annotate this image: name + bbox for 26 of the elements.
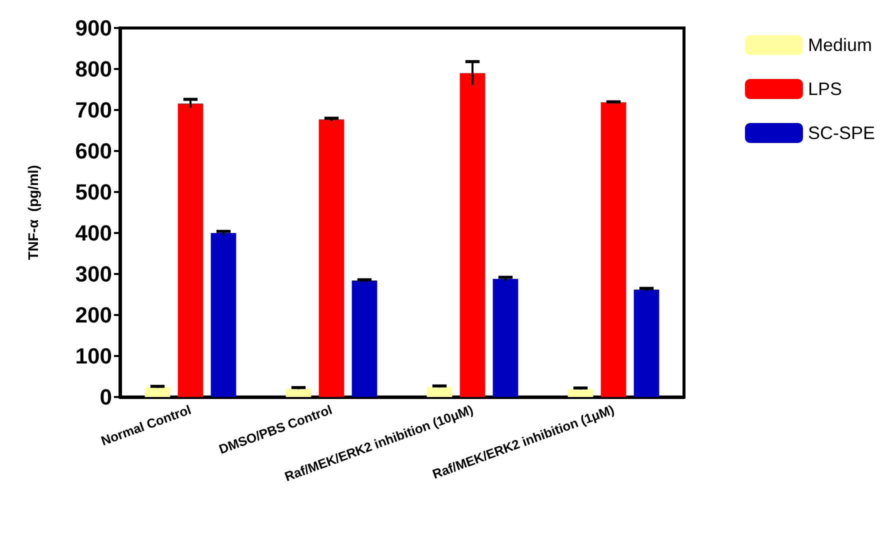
bar [460, 73, 486, 397]
legend-label: LPS [808, 79, 842, 99]
bar [492, 278, 518, 397]
bar [352, 280, 378, 397]
bar [634, 290, 660, 397]
y-axis-title: TNF-α (pg/ml) [25, 165, 41, 260]
y-tick-label: 800 [75, 56, 112, 82]
y-tick-label: 0 [100, 384, 112, 410]
y-tick-label: 700 [75, 98, 112, 122]
bar [426, 386, 452, 397]
y-tick-label: 400 [75, 220, 112, 246]
legend-label: SC-SPE [808, 123, 876, 143]
bar [600, 102, 626, 397]
bar [178, 103, 204, 397]
y-tick-label: 200 [75, 302, 112, 328]
legend-label: Medium [808, 35, 872, 55]
bar [286, 388, 312, 397]
bar [210, 233, 236, 397]
y-tick-label: 100 [75, 344, 112, 368]
bar [144, 387, 170, 397]
y-tick-label: 300 [75, 262, 112, 286]
bar [318, 119, 344, 397]
bar [568, 388, 594, 397]
y-tick-label: 500 [75, 180, 112, 204]
y-tick-label: 600 [75, 138, 112, 164]
y-tick-label: 900 [75, 16, 112, 40]
